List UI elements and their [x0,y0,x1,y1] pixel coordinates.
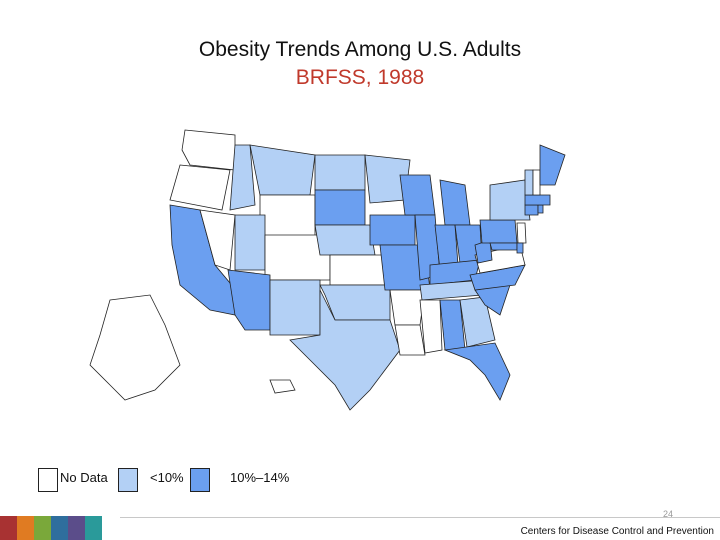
footer-color-block [51,516,68,540]
state-TX [289,289,401,411]
state-GA [459,296,496,348]
legend-label-10-14: 10%–14% [230,470,290,485]
state-ID [229,144,256,211]
state-MS [419,299,443,354]
page-number: 24 [663,509,674,519]
state-KS [329,254,386,286]
footer-color-block [85,516,102,540]
state-ME [539,144,566,186]
state-AZ [227,269,271,331]
state-SD [314,189,366,226]
state-OR [169,164,231,211]
legend-swatch-no-data [38,468,58,492]
state-CT [524,204,539,216]
footer-color-block [68,516,85,540]
map-title: Obesity Trends Among U.S. Adults [198,38,522,61]
legend-label-lt10: <10% [150,470,184,485]
footer-color-block [17,516,34,540]
legend-label-no-data: No Data [60,470,108,485]
state-WY [259,194,316,241]
state-NE [314,224,376,256]
state-IA [369,214,416,246]
footer-color-block [0,516,17,540]
state-MD [489,242,518,251]
state-ND [314,154,366,191]
us-obesity-map [89,129,566,411]
map-subtitle: BRFSS, 1988 [295,66,425,89]
state-MT [249,144,316,196]
state-FL [443,342,511,401]
state-MA [524,194,551,206]
state-AK [89,294,181,401]
state-UT [234,214,266,271]
state-NM [269,279,321,336]
legend: No Data <10% 10%–14% [30,462,320,494]
legend-swatch-lt10 [118,468,138,492]
state-VT [524,169,534,196]
state-AR [389,289,426,326]
state-NY [489,179,531,221]
state-WA [181,129,236,171]
footer-divider [120,517,720,518]
footer-color-bar [0,516,102,540]
state-LA [394,324,426,356]
state-NJ [516,222,527,244]
state-NH [532,169,541,196]
state-MI [439,179,471,226]
state-PA [479,219,518,244]
state-HI [269,379,296,394]
state-DE [516,242,524,254]
legend-swatch-10-14 [190,468,210,492]
footer-color-block [34,516,51,540]
state-WI [399,174,436,216]
state-RI [537,204,544,214]
footer-credit: Centers for Disease Control and Preventi… [520,526,714,537]
